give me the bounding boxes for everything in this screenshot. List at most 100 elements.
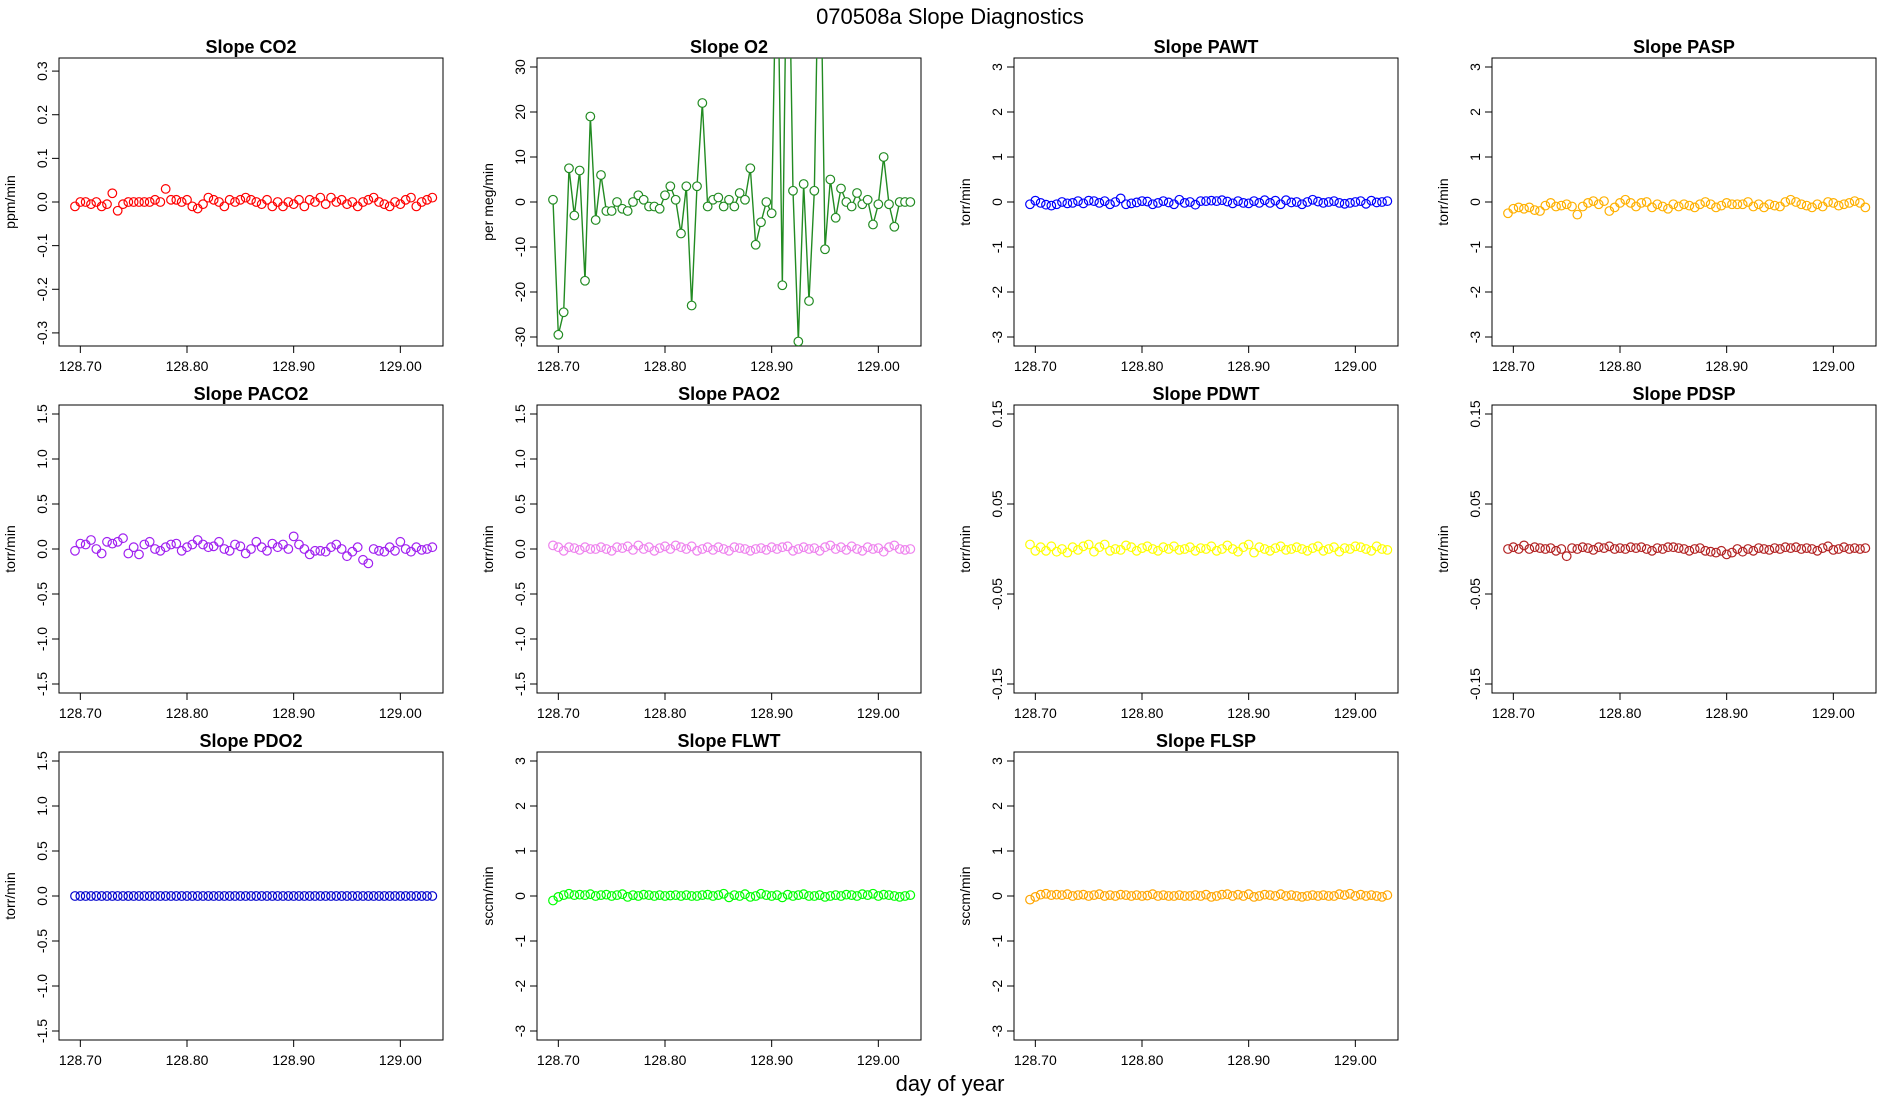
data-point	[564, 542, 574, 553]
data-point	[900, 545, 910, 555]
data-point	[702, 201, 713, 212]
data-point	[729, 201, 740, 212]
data-point	[1556, 544, 1567, 554]
data-point	[873, 543, 884, 553]
data-point	[272, 197, 283, 207]
data-point	[585, 111, 596, 122]
data-point	[1078, 541, 1089, 552]
data-point	[1158, 890, 1169, 900]
data-point	[734, 543, 745, 553]
panel-slope-pasp: Slope PASP torr/min -3 -2 -1 0 1 2 3 128.70 128.80…	[1435, 37, 1877, 374]
data-point	[1652, 543, 1663, 553]
data-point	[558, 545, 569, 556]
y-tick-label: -2	[989, 980, 1005, 993]
x-tick-label: 128.70	[1492, 705, 1535, 721]
y-tick-label: -1	[989, 935, 1005, 948]
data-point	[772, 890, 782, 900]
data-point	[1233, 546, 1243, 557]
data-point	[144, 197, 155, 207]
data-point	[155, 197, 166, 207]
data-point	[1222, 889, 1233, 900]
data-point	[1711, 547, 1721, 558]
data-point	[868, 544, 878, 554]
data-point	[1286, 197, 1297, 208]
data-point	[761, 545, 772, 555]
data-point	[1732, 544, 1743, 554]
y-tick-label: 0.0	[512, 539, 528, 559]
data-point	[1195, 543, 1206, 553]
data-point	[208, 194, 219, 205]
y-tick-label: -3	[989, 331, 1005, 344]
data-point	[628, 197, 638, 207]
data-point	[203, 542, 214, 553]
data-point	[798, 542, 809, 553]
y-tick-label: 0	[989, 892, 1005, 900]
data-point	[846, 541, 857, 552]
data-point	[422, 194, 432, 205]
data-point	[1828, 545, 1839, 555]
y-tick-label: -3	[512, 1025, 528, 1038]
data-point	[336, 544, 347, 554]
y-tick-label: -1	[989, 241, 1005, 254]
data-point	[363, 891, 374, 901]
data-point	[1169, 199, 1179, 210]
data-point	[1508, 203, 1519, 214]
data-point	[1345, 544, 1355, 554]
data-point	[155, 545, 166, 556]
data-point	[777, 892, 788, 903]
data-point	[1382, 890, 1393, 900]
data-point	[139, 891, 150, 901]
plot-area	[1503, 540, 1871, 562]
x-tick-label: 128.70	[1014, 358, 1057, 374]
data-point	[1345, 888, 1355, 899]
data-point	[176, 545, 187, 556]
data-point	[1791, 542, 1801, 553]
x-tick-label: 128.70	[59, 705, 102, 721]
data-point	[1030, 892, 1041, 902]
data-point	[1775, 544, 1785, 554]
data-point	[1201, 889, 1211, 900]
data-point	[1743, 544, 1753, 554]
y-tick-label: -2	[989, 286, 1005, 299]
data-point	[1067, 891, 1078, 901]
data-point	[878, 152, 889, 162]
data-point	[395, 536, 406, 547]
data-point	[1291, 542, 1302, 553]
data-point	[1323, 544, 1334, 554]
data-point	[601, 544, 612, 554]
data-point	[820, 542, 830, 553]
y-tick-label: 2	[1467, 108, 1483, 116]
data-point	[262, 891, 272, 901]
data-point	[1083, 539, 1094, 550]
data-point	[788, 891, 798, 901]
data-point	[1721, 549, 1732, 560]
data-point	[283, 197, 294, 207]
data-point	[198, 539, 208, 550]
data-point	[745, 163, 756, 174]
data-point	[1652, 199, 1663, 210]
data-point	[107, 891, 118, 901]
data-point	[1297, 199, 1307, 210]
data-point	[427, 192, 438, 203]
y-axis-label: torr/min	[2, 872, 18, 919]
data-point	[622, 541, 633, 552]
data-point	[1529, 205, 1540, 216]
data-point	[246, 891, 256, 901]
data-point	[182, 194, 192, 205]
data-point	[352, 891, 363, 901]
y-tick-label: 2	[512, 802, 528, 810]
x-tick-label: 128.90	[750, 705, 793, 721]
y-axis-label: ppm/min	[2, 175, 18, 229]
data-point	[192, 535, 203, 545]
data-point	[203, 891, 214, 901]
data-point	[384, 891, 395, 901]
data-point	[1545, 197, 1556, 208]
data-point	[1839, 542, 1849, 553]
data-point	[406, 891, 416, 901]
data-point	[1035, 889, 1046, 900]
y-tick-label: 0.5	[512, 494, 528, 514]
data-point	[708, 891, 718, 901]
data-point	[1636, 197, 1647, 208]
data-point	[1073, 196, 1083, 207]
data-point	[1190, 199, 1201, 210]
